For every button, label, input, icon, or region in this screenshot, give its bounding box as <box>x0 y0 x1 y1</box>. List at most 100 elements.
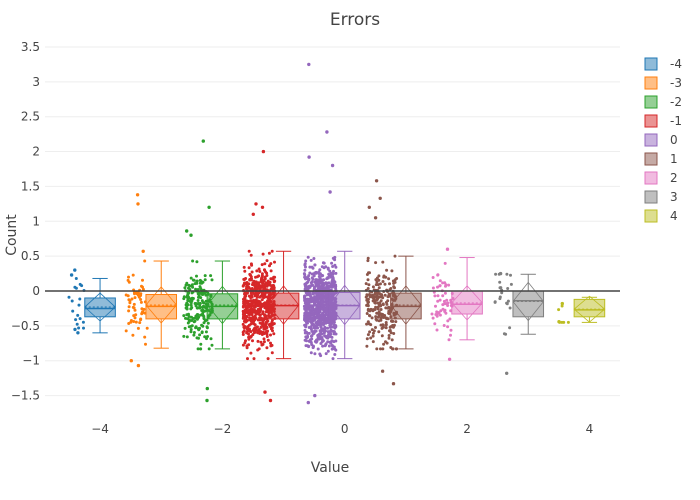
data-point <box>381 260 385 264</box>
legend-swatch <box>644 95 658 109</box>
data-point <box>192 331 196 334</box>
data-point <box>78 297 82 301</box>
data-point <box>249 302 253 306</box>
data-point <box>262 287 266 291</box>
data-point <box>320 337 324 341</box>
data-point <box>263 277 267 281</box>
data-point <box>252 357 256 361</box>
data-point <box>320 332 324 336</box>
data-point <box>509 282 513 286</box>
outlier-point <box>260 205 265 209</box>
data-point <box>262 296 266 299</box>
data-point <box>307 315 311 319</box>
data-point <box>200 305 204 309</box>
data-point <box>322 261 326 265</box>
data-point <box>312 323 316 327</box>
data-point <box>241 330 245 334</box>
outlier-point <box>391 382 396 386</box>
data-point <box>249 319 253 323</box>
outlier-point <box>69 273 74 277</box>
data-point <box>269 341 272 345</box>
data-point <box>326 276 330 280</box>
data-point <box>506 287 510 290</box>
data-point <box>329 282 333 286</box>
data-point <box>198 301 202 305</box>
data-point <box>198 333 202 337</box>
data-point <box>199 313 203 317</box>
data-point <box>443 291 447 295</box>
data-point <box>303 319 307 322</box>
data-point <box>78 282 82 286</box>
data-point <box>71 309 75 313</box>
data-point <box>244 277 248 280</box>
data-point <box>322 327 326 331</box>
legend: -4 -3 -2 -1 0 1 2 3 4 <box>644 57 682 223</box>
data-point <box>244 339 247 343</box>
data-point <box>260 343 264 347</box>
legend-label: -2 <box>670 95 682 109</box>
data-point <box>201 301 205 305</box>
data-point <box>311 317 315 321</box>
data-point <box>446 325 450 329</box>
data-point <box>244 319 248 323</box>
data-point <box>209 337 213 341</box>
data-point <box>264 314 268 318</box>
data-point <box>314 282 318 286</box>
data-point <box>263 268 266 272</box>
data-point <box>253 323 257 327</box>
data-point <box>330 261 334 265</box>
outlier-point <box>135 193 140 197</box>
data-point <box>303 305 307 309</box>
data-point <box>309 341 313 344</box>
data-point <box>195 279 199 283</box>
data-point <box>370 316 374 320</box>
data-point <box>368 293 371 296</box>
data-point <box>312 331 316 335</box>
data-point <box>140 284 143 288</box>
data-point <box>251 339 254 343</box>
data-point <box>316 303 320 307</box>
data-point <box>260 272 264 276</box>
outlier-point <box>254 202 258 206</box>
data-point <box>382 342 386 346</box>
data-point <box>364 282 368 286</box>
outlier-point <box>185 229 189 233</box>
data-point <box>255 269 259 273</box>
data-point <box>261 252 265 256</box>
data-point <box>183 286 187 290</box>
data-point <box>368 330 372 334</box>
data-point <box>205 326 209 330</box>
data-point <box>392 332 396 335</box>
outlier-point <box>306 400 310 405</box>
outlier-point <box>129 359 133 363</box>
data-point <box>324 281 328 285</box>
series-4 <box>557 295 606 324</box>
data-point <box>436 299 440 303</box>
data-point <box>266 357 270 361</box>
y-tick-labels: −1.5 −1 −0.5 0 0.5 1 1.5 2 2.5 3 3.5 <box>11 40 40 403</box>
data-point <box>390 269 394 273</box>
data-point <box>127 309 131 313</box>
data-point <box>195 306 199 310</box>
data-point <box>262 301 266 305</box>
data-point <box>243 291 247 295</box>
data-point <box>317 281 321 285</box>
data-point <box>250 293 254 297</box>
data-point <box>192 333 196 337</box>
legend-item-2: 2 <box>644 171 678 185</box>
data-point <box>436 273 440 277</box>
y-gridlines <box>45 46 620 397</box>
outlier-point <box>445 247 450 251</box>
data-point <box>318 286 322 290</box>
data-point <box>443 261 447 265</box>
legend-item--2: -2 <box>644 95 682 109</box>
data-point <box>449 333 452 337</box>
data-point <box>260 263 264 267</box>
data-point <box>389 325 393 329</box>
data-point <box>258 310 262 314</box>
data-point <box>314 296 317 300</box>
outlier-point <box>189 233 193 237</box>
data-point <box>320 295 324 299</box>
data-point <box>187 291 191 295</box>
data-point <box>320 340 324 344</box>
